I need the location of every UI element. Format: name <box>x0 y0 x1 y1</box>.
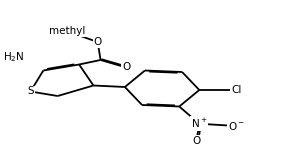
Text: methyl: methyl <box>50 27 86 36</box>
Text: S: S <box>27 87 34 96</box>
Text: N$^+$: N$^+$ <box>191 117 208 130</box>
Text: O$^-$: O$^-$ <box>228 120 245 132</box>
Text: O: O <box>94 37 102 47</box>
Text: Cl: Cl <box>231 85 242 95</box>
Text: O: O <box>122 63 130 72</box>
Text: methyl: methyl <box>50 27 86 36</box>
Text: H$_2$N: H$_2$N <box>3 50 24 64</box>
Text: O: O <box>192 136 200 146</box>
